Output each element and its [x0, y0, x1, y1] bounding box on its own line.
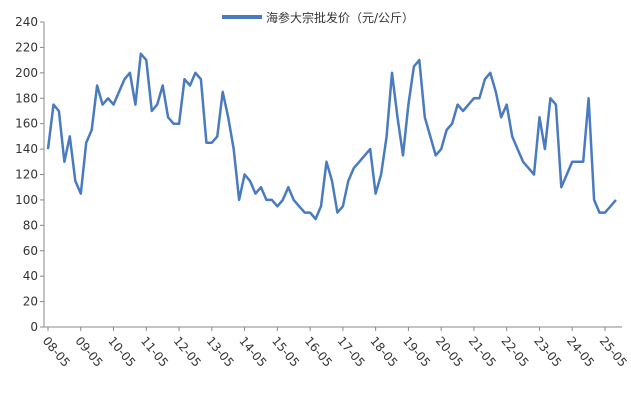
y-tick-label: 40 — [23, 269, 38, 283]
legend-label: 海参大宗批发价（元/公斤） — [266, 10, 414, 25]
x-tick-label: 18-05 — [367, 334, 400, 370]
x-tick-label: 19-05 — [400, 334, 433, 370]
x-tick-label: 09-05 — [72, 334, 105, 370]
y-tick-label: 240 — [15, 15, 38, 29]
y-tick-label: 0 — [30, 320, 38, 334]
series-line — [46, 52, 617, 221]
x-tick-label: 14-05 — [236, 334, 269, 370]
x-tick-label: 15-05 — [269, 334, 302, 370]
y-tick-label: 200 — [15, 66, 38, 80]
x-tick-label: 22-05 — [498, 334, 531, 370]
x-tick-label: 08-05 — [40, 334, 73, 370]
y-tick-label: 180 — [15, 91, 38, 105]
y-tick-label: 120 — [15, 168, 38, 182]
x-tick-label: 24-05 — [564, 334, 597, 370]
x-tick-label: 10-05 — [105, 334, 138, 370]
x-tick-label: 11-05 — [138, 334, 171, 370]
x-tick-label: 21-05 — [466, 334, 499, 370]
x-tick-label: 16-05 — [302, 334, 335, 370]
x-tick-label: 23-05 — [531, 334, 564, 370]
x-tick-label: 12-05 — [171, 334, 204, 370]
x-tick-label: 17-05 — [335, 334, 368, 370]
x-tick-label: 25-05 — [597, 334, 630, 370]
y-tick-label: 60 — [23, 244, 38, 258]
y-tick-label: 80 — [23, 218, 38, 232]
x-tick-label: 13-05 — [204, 334, 237, 370]
y-tick-label: 160 — [15, 117, 38, 131]
x-tick-label: 20-05 — [433, 334, 466, 370]
y-tick-label: 140 — [15, 142, 38, 156]
y-tick-label: 100 — [15, 193, 38, 207]
y-tick-label: 20 — [23, 295, 38, 309]
y-tick-label: 220 — [15, 40, 38, 54]
